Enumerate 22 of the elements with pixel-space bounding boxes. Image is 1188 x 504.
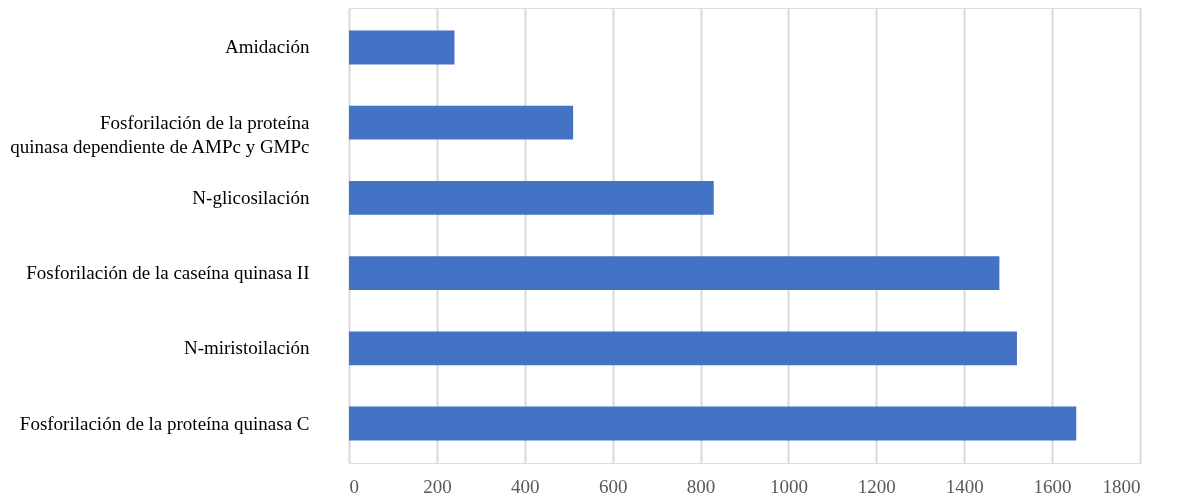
y-tick-label: Fosforilación de la proteína quinasa C <box>19 412 310 434</box>
x-tick-label: 1000 <box>769 475 808 497</box>
bar <box>349 30 455 65</box>
x-tick-label: 1600 <box>1033 475 1072 497</box>
y-tick-label: Fosforilación de la caseína quinasa II <box>26 262 310 284</box>
bar <box>349 180 714 215</box>
x-tick-label: 1400 <box>945 475 984 497</box>
y-tick-label: Amidación <box>225 36 310 58</box>
bar <box>349 105 574 140</box>
x-tick-label: 1800 <box>1102 475 1141 497</box>
y-tick-label: Fosforilación de la proteína quinasa dependiente de AMPc y GMPc <box>10 111 311 157</box>
y-tick-label: N-miristoilación <box>183 337 310 359</box>
x-tick-label: 200 <box>423 475 452 497</box>
bar <box>349 331 1017 366</box>
x-tick-label: 600 <box>598 475 628 497</box>
x-tick-label: 800 <box>686 475 716 497</box>
y-tick-label: N-glicosilación <box>192 186 310 208</box>
bar <box>349 256 1000 291</box>
x-tick-label: 1200 <box>857 475 896 497</box>
bar <box>349 406 1077 441</box>
x-tick-label: 0 <box>349 475 359 497</box>
x-tick-label: 400 <box>511 475 540 497</box>
